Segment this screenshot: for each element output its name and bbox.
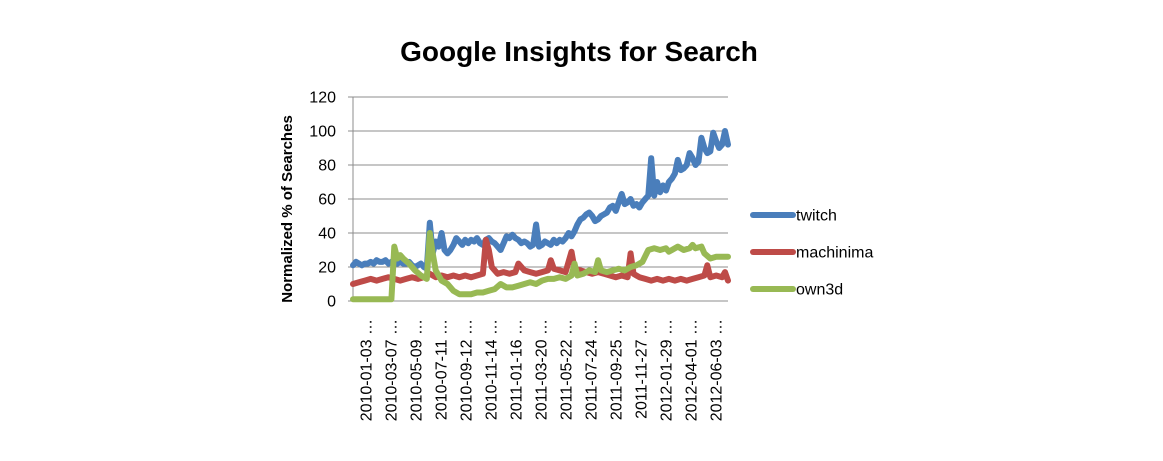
x-tick-label: 2012-04-01 … — [684, 319, 701, 421]
gridlines — [353, 96, 728, 268]
x-tick-label: 2011-11-27 … — [634, 319, 651, 419]
series-lines — [350, 128, 731, 303]
x-tick-label: 2010-05-09 … — [409, 319, 426, 421]
legend-label-twitch: twitch — [796, 208, 837, 225]
x-tick-labels: 2010-01-03 … 2010-03-07 … 2010-05-09 … 2010… — [359, 319, 726, 421]
y-tick-labels: 0 20 40 60 80 100 120 — [309, 90, 336, 311]
legend: twitch machinima own3d — [750, 208, 873, 299]
x-tick-label: 2012-01-29 … — [659, 319, 676, 421]
x-tick-label: 2011-07-24 … — [584, 319, 601, 420]
y-tick-label: 60 — [318, 192, 336, 209]
x-tick-label: 2010-09-12 … — [459, 319, 476, 421]
y-tick-label: 100 — [309, 124, 336, 141]
y-tick-label: 20 — [318, 260, 336, 277]
legend-label-own3d: own3d — [796, 282, 843, 299]
x-tick-label: 2010-07-11 … — [434, 319, 451, 420]
x-tick-label: 2011-03-20 … — [534, 319, 551, 420]
x-tick-label: 2011-09-25 … — [609, 319, 626, 420]
x-tick-label: 2012-06-03 … — [709, 319, 726, 421]
chart-title: Google Insights for Search — [400, 36, 758, 67]
axes — [348, 96, 728, 302]
x-tick-label: 2010-01-03 … — [359, 319, 376, 421]
y-tick-label: 0 — [327, 294, 336, 311]
series-line-own3d — [350, 230, 731, 303]
y-axis-label: Normalized % of Searches — [279, 115, 296, 303]
legend-label-machinima: machinima — [796, 245, 873, 262]
x-tick-label: 2011-01-16 … — [509, 319, 526, 420]
y-tick-label: 40 — [318, 226, 336, 243]
y-tick-label: 120 — [309, 90, 336, 107]
x-tick-label: 2010-03-07 … — [384, 319, 401, 421]
y-tick-label: 80 — [318, 158, 336, 175]
x-tick-label: 2010-11-14 … — [484, 319, 501, 420]
x-tick-label: 2011-05-22 … — [559, 319, 576, 420]
